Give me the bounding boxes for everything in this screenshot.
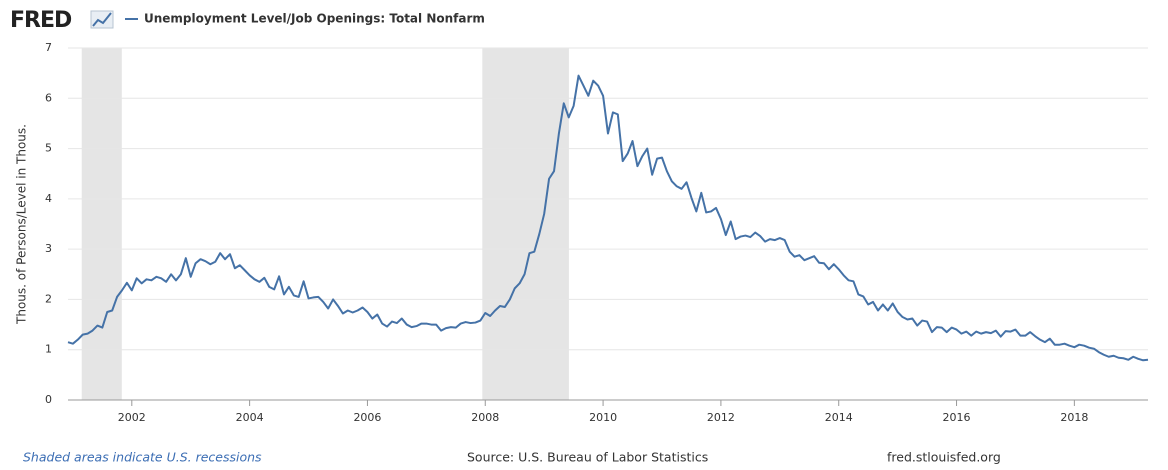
x-tick-label: 2014 — [825, 411, 853, 424]
y-tick-label: 5 — [45, 142, 52, 155]
recession-note: Shaded areas indicate U.S. recessions — [23, 450, 262, 465]
recession-band — [81, 48, 122, 400]
y-tick-label: 4 — [45, 192, 52, 205]
x-tick-label: 2018 — [1060, 411, 1088, 424]
y-tick-label: 0 — [45, 393, 52, 406]
recession-band — [482, 48, 569, 400]
y-axis-label: Thous. of Persons/Level in Thous. — [15, 124, 29, 325]
y-tick-label: 6 — [45, 91, 52, 104]
logo-icon — [90, 10, 114, 29]
y-tick-label: 1 — [45, 343, 52, 356]
x-tick-label: 2012 — [707, 411, 735, 424]
y-tick-label: 7 — [45, 41, 52, 54]
site: fred.stlouisfed.org — [887, 450, 1001, 465]
x-tick-label: 2004 — [236, 411, 264, 424]
y-tick-label: 2 — [45, 292, 52, 305]
y-tick-label: 3 — [45, 242, 52, 255]
x-tick-label: 2006 — [353, 411, 381, 424]
x-tick-label: 2008 — [471, 411, 499, 424]
x-tick-label: 2010 — [589, 411, 617, 424]
logo: FRED — [10, 8, 72, 33]
x-tick-label: 2016 — [943, 411, 971, 424]
x-tick-label: 2002 — [118, 411, 146, 424]
legend-label: Unemployment Level/Job Openings: Total N… — [144, 12, 485, 26]
series-line — [67, 74, 1149, 362]
source: Source: U.S. Bureau of Labor Statistics — [467, 450, 708, 465]
